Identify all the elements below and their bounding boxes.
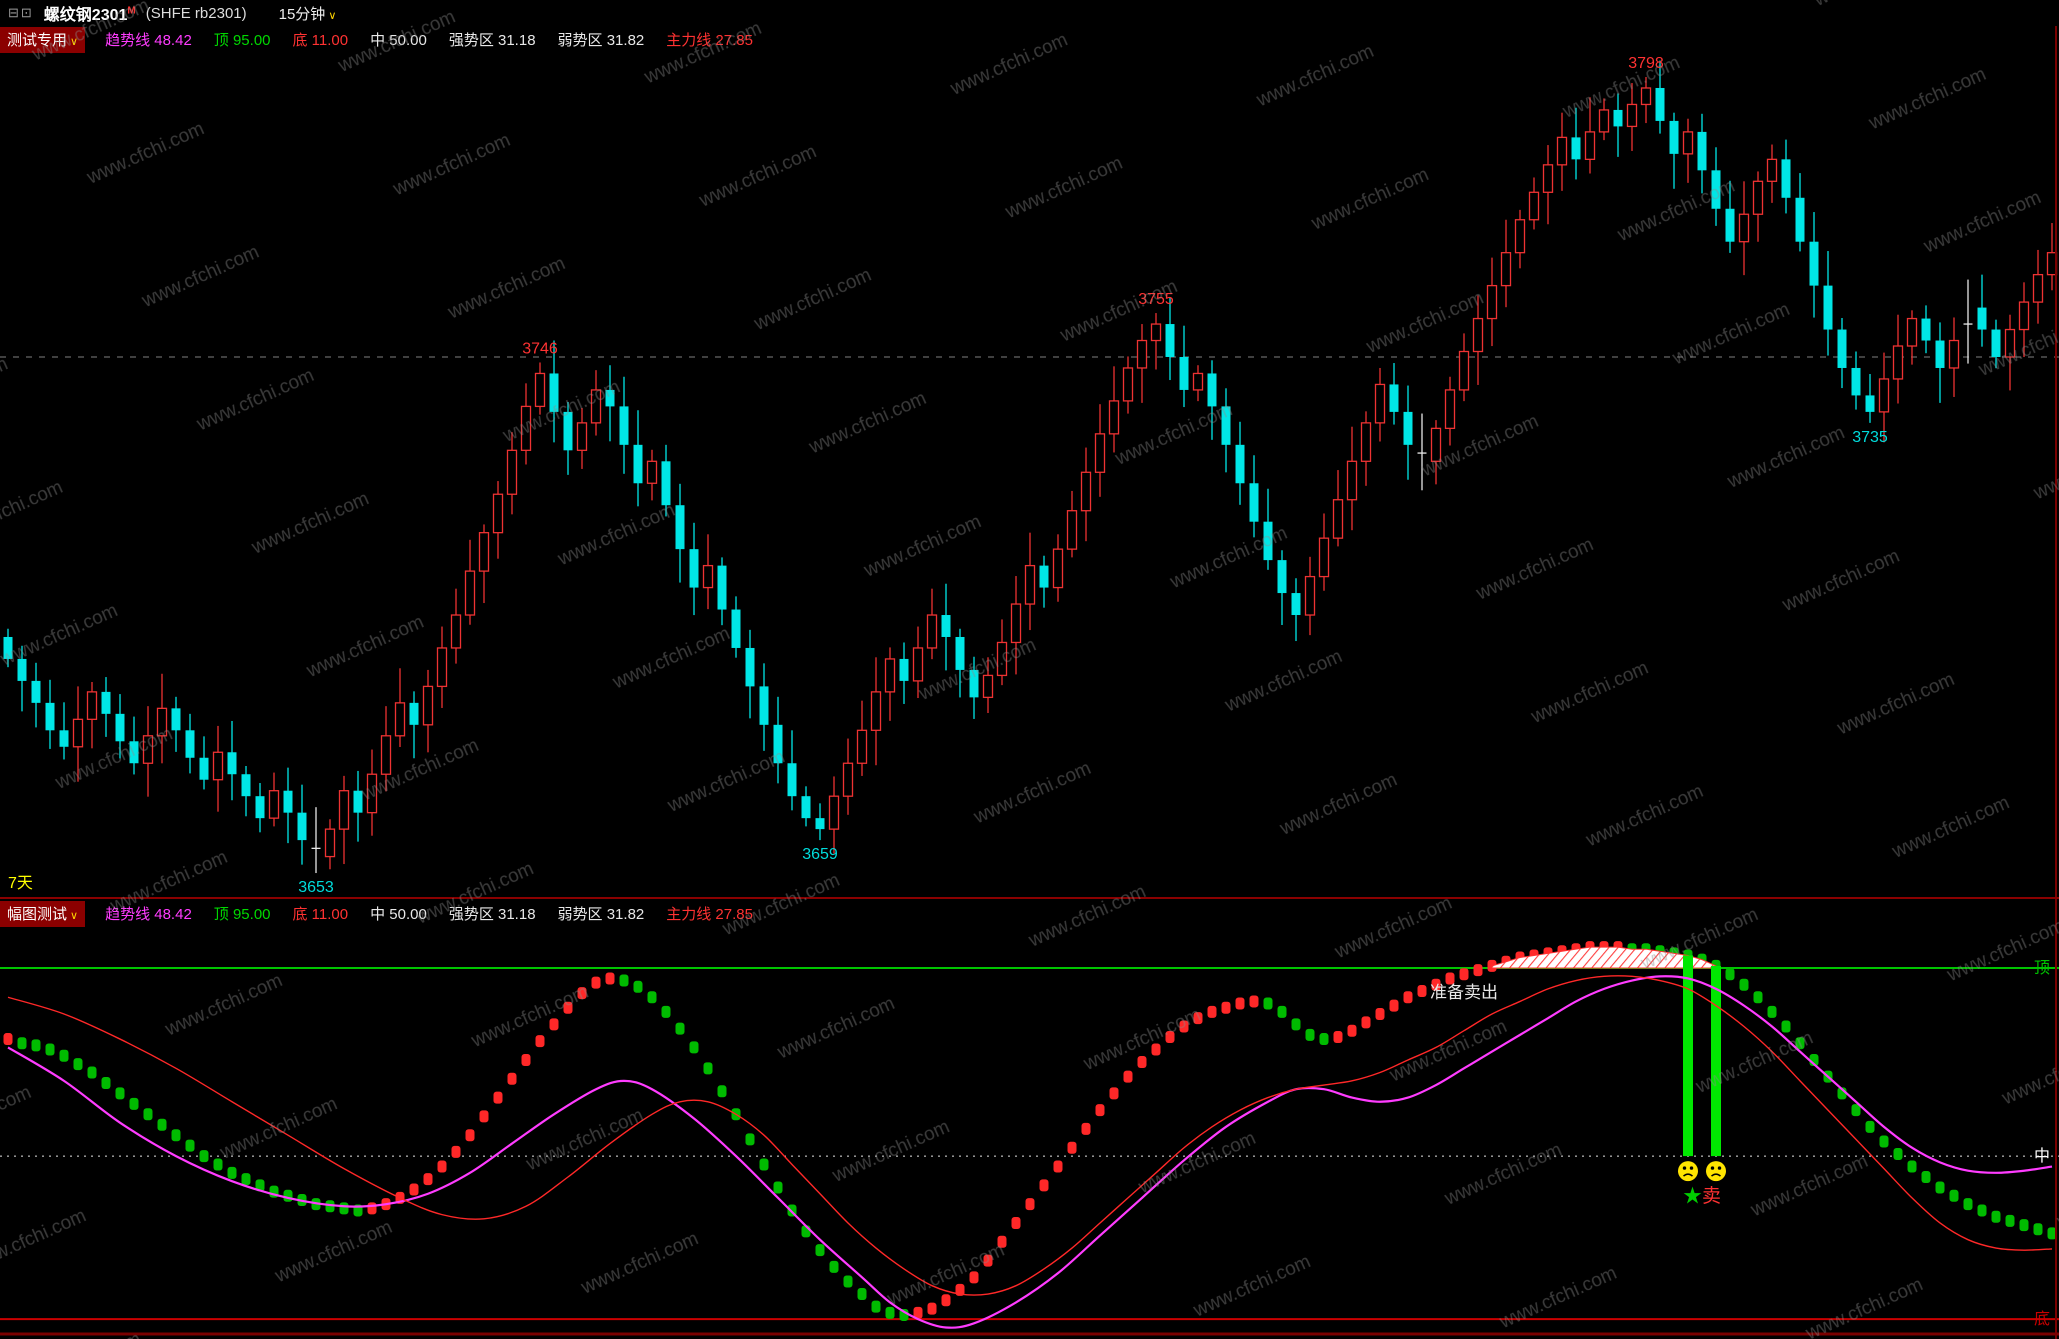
indicator-readout: 底 11.00 <box>292 32 349 49</box>
indicator-readout: 顶 95.00 <box>213 906 271 923</box>
indicator-line <box>7 975 2053 1296</box>
days-note: 7天 <box>8 875 33 892</box>
instrument-code: (SHFE rb2301) <box>145 4 247 22</box>
indicator-readout: 主力线 27.85 <box>666 906 753 923</box>
sub-indicator-header: 幅图测试 ∨ 趋势线 48.42 顶 95.00 底 11.00 中 50.00 强势区 … <box>0 900 2059 927</box>
indicator-readout: 顶 95.00 <box>213 32 271 49</box>
indicator-readout: 弱势区 31.82 <box>557 906 645 923</box>
price-high-label: 3798 <box>1628 55 1664 72</box>
title-bar: ⊟⊡ 螺纹钢2301M (SHFE rb2301) 15分钟 ∨ <box>0 0 2059 26</box>
sell-signal-bar <box>1711 965 1721 1157</box>
instrument-label: 螺纹钢2301 <box>43 7 128 24</box>
period-selector[interactable]: 15分钟 ∨ <box>279 3 337 24</box>
sad-smiley-icon <box>1678 1161 1698 1182</box>
level-label: 底 <box>2034 1310 2050 1328</box>
indicator-readout: 趋势线 48.42 <box>105 906 192 923</box>
level-label: 中 <box>2034 1147 2050 1165</box>
instrument-flag: M <box>127 5 136 17</box>
sub-indicator-name: 幅图测试 <box>7 905 68 923</box>
chevron-down-icon: ∨ <box>70 909 79 922</box>
sub-indicator-chart[interactable]: 顶中底 ★卖 准备卖出 <box>0 26 2059 1339</box>
main-indicator-header: 测试专用 ∨ 趋势线 48.42 顶 95.00 底 11.00 中 50.00 强势区 … <box>0 26 2059 53</box>
period-label: 15分钟 <box>278 5 326 23</box>
indicator-readout: 强势区 31.18 <box>448 32 536 49</box>
level-label: 顶 <box>2034 959 2050 977</box>
panel-separator <box>0 897 2059 899</box>
indicator-readout: 趋势线 48.42 <box>105 32 192 49</box>
main-indicator-readouts: 趋势线 48.42 顶 95.00 底 11.00 中 50.00 强势区 31.18 弱… <box>105 29 753 50</box>
prepare-sell-note: 准备卖出 <box>1430 983 1498 1002</box>
price-low-label: 3735 <box>1852 429 1888 446</box>
price-low-label: 3653 <box>298 879 334 896</box>
main-candle-chart[interactable]: 3653 3746 3659 3755 3798 3735 7天 <box>0 55 2059 896</box>
price-high-label: 3755 <box>1138 291 1174 308</box>
price-low-label: 3659 <box>802 846 838 863</box>
window-icons[interactable]: ⊟⊡ <box>8 5 34 20</box>
price-high-label: 3746 <box>522 340 558 357</box>
indicator-readout: 中 50.00 <box>370 32 427 49</box>
chevron-down-icon: ∨ <box>70 35 79 48</box>
sub-indicator-name-chip[interactable]: 幅图测试 ∨ <box>0 900 86 927</box>
main-indicator-name-chip[interactable]: 测试专用 ∨ <box>0 26 86 53</box>
indicator-readout: 底 11.00 <box>292 906 349 923</box>
sad-smiley-icon <box>1706 1161 1726 1182</box>
main-indicator-name: 测试专用 <box>7 31 68 49</box>
indicator-readout: 弱势区 31.82 <box>557 32 645 49</box>
indicator-readout: 强势区 31.18 <box>448 906 536 923</box>
sell-signal-bar <box>1683 955 1693 1157</box>
indicator-readout: 主力线 27.85 <box>666 32 753 49</box>
indicator-readout: 中 50.00 <box>370 906 427 923</box>
chevron-down-icon: ∨ <box>328 9 337 22</box>
instrument-name: 螺纹钢2301M <box>44 1 136 25</box>
sub-indicator-readouts: 趋势线 48.42 顶 95.00 底 11.00 中 50.00 强势区 31.18 弱… <box>105 903 753 924</box>
sell-marker: ★卖 <box>1683 1185 1721 1207</box>
